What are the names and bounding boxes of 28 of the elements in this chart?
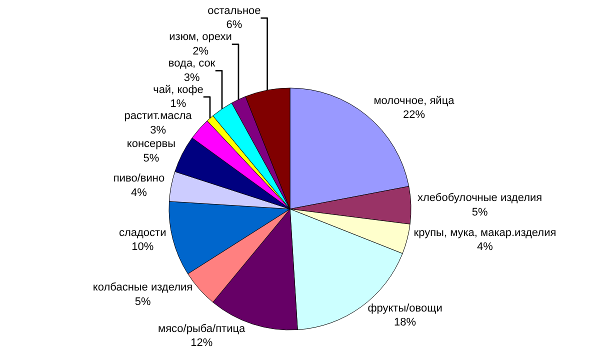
data-label: 6% <box>226 19 242 32</box>
data-label: 3% <box>184 72 200 84</box>
data-label: 5% <box>472 206 488 218</box>
data-label: 2% <box>192 45 209 58</box>
slice-label: консервы <box>126 138 176 150</box>
data-label: 4% <box>477 241 494 254</box>
data-label: 1% <box>170 98 186 110</box>
slice-label: растит.масла <box>124 110 193 122</box>
data-label: 22% <box>402 109 426 122</box>
data-label: 5% <box>143 152 160 165</box>
slice-label: фрукты/овощи <box>368 302 442 314</box>
slice-label: молочное, яйца <box>374 94 456 107</box>
data-label: 5% <box>134 296 151 308</box>
slice-label: изюм, орехи <box>169 31 232 44</box>
slice-label: колбасные изделия <box>92 282 193 294</box>
slice-label: чай, кофе <box>153 84 204 96</box>
data-label: 4% <box>131 187 148 200</box>
slice-label: крупы, мука, макар.изделия <box>414 226 556 239</box>
slice-label: хлебобулочные изделия <box>418 192 542 204</box>
data-label: 10% <box>132 241 154 254</box>
data-label: 18% <box>394 316 416 329</box>
slice-label: сладости <box>118 226 166 239</box>
slice-label: мясо/рыба/птица <box>158 322 246 335</box>
slice-label: пиво/вино <box>113 172 165 185</box>
slice-label: вода, сок <box>168 57 216 70</box>
data-label: 12% <box>190 337 213 350</box>
slice-label: остальное <box>208 4 261 17</box>
data-label: 3% <box>150 124 166 136</box>
